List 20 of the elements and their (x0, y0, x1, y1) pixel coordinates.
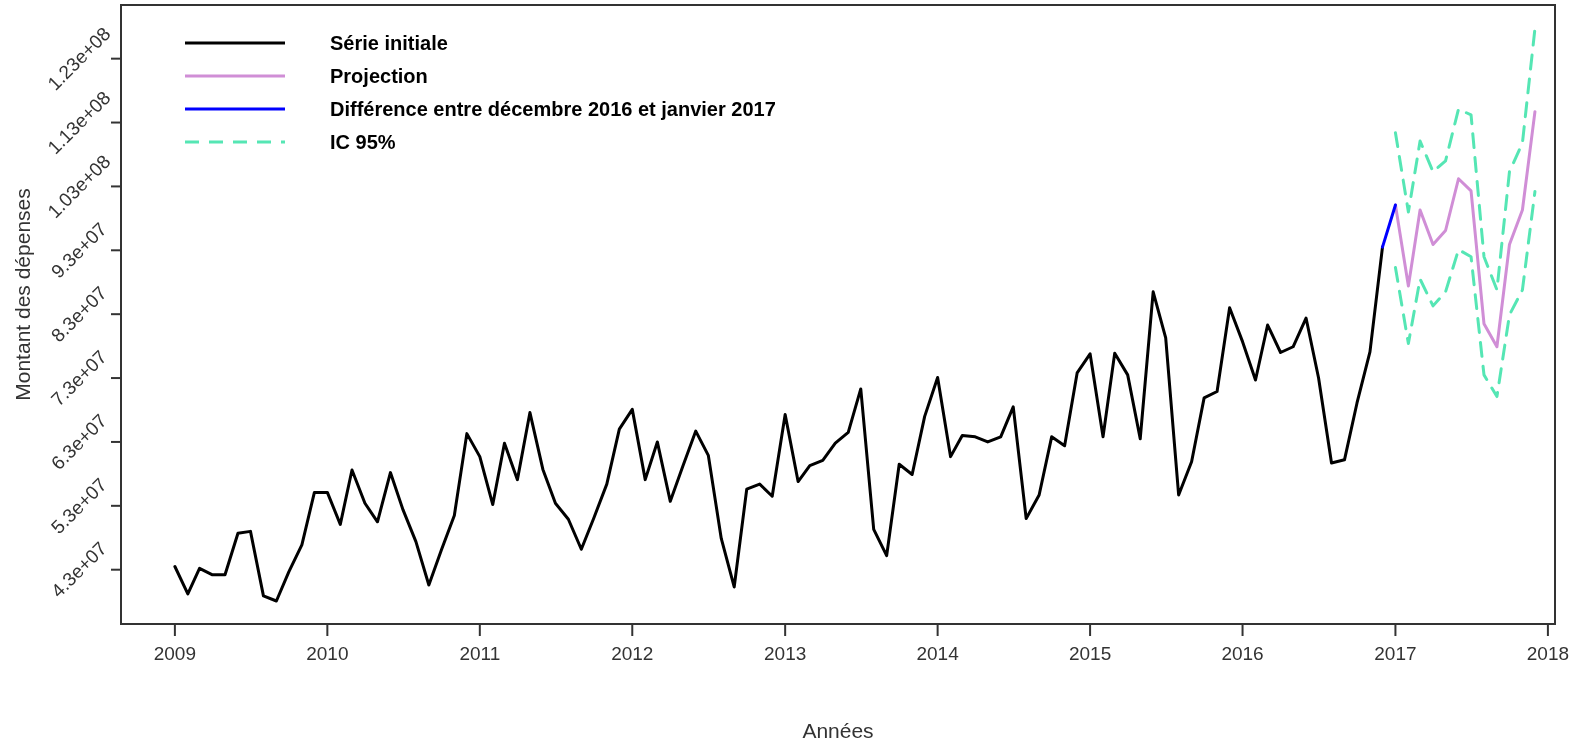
x-tick-label: 2015 (1068, 643, 1112, 664)
x-tick-label: 2014 (916, 643, 960, 664)
legend-label: Différence entre décembre 2016 et janvier 2017 (330, 98, 776, 120)
line-series (1393, 27, 1537, 292)
y-axis-title: Montant des dépenses (11, 188, 34, 401)
x-tick-label: 2018 (1526, 643, 1570, 664)
x-tick-label: 2011 (459, 643, 501, 664)
x-tick-label: 2016 (1221, 643, 1264, 664)
x-tick-label: 2013 (764, 643, 807, 664)
legend-label: IC 95% (330, 131, 396, 153)
x-axis-title: Années (802, 719, 874, 742)
x-tick-label: 2017 (1374, 643, 1417, 664)
x-tick-label: 2010 (306, 643, 349, 664)
x-tick-label: 2009 (153, 643, 197, 664)
legend-label: Projection (330, 65, 428, 87)
line-series (1393, 110, 1537, 349)
line-series (173, 245, 1384, 603)
line-series (1393, 190, 1537, 399)
legend-label: Série initiale (330, 32, 448, 54)
x-tick-label: 2012 (611, 643, 654, 664)
